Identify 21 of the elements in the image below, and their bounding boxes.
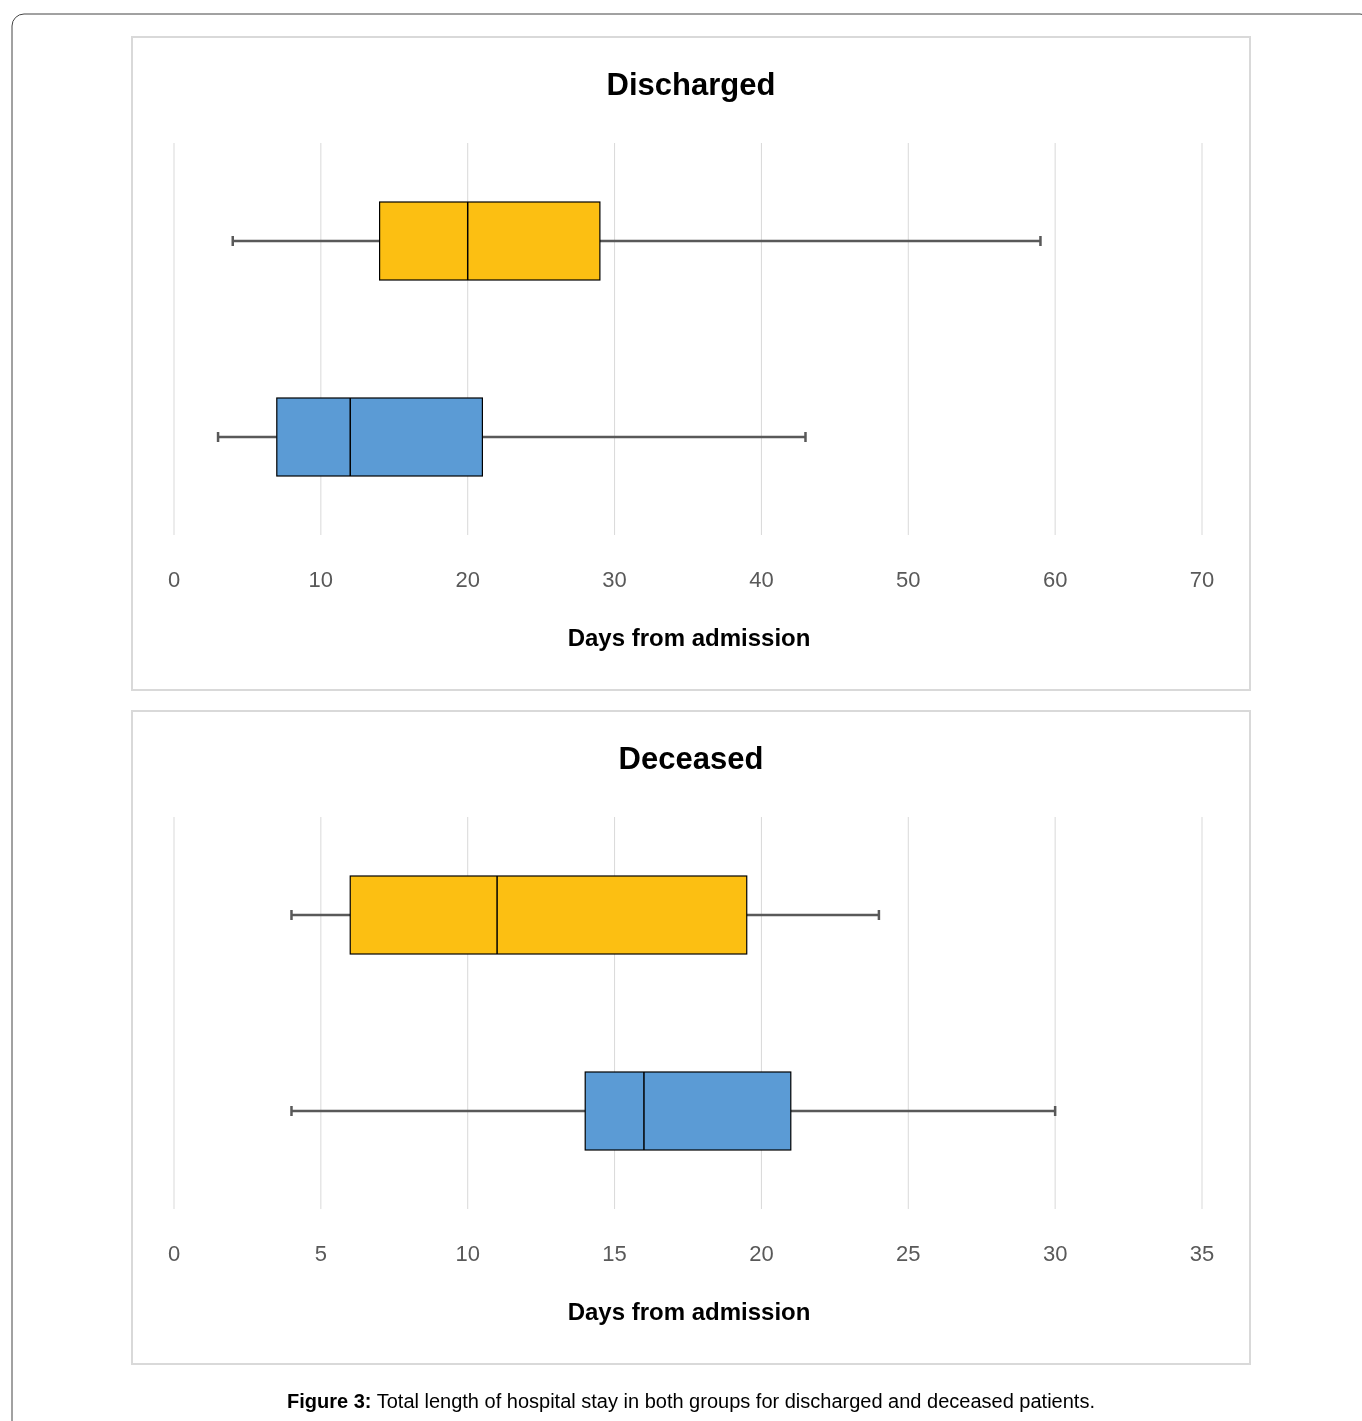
chart-title: Discharged (606, 67, 776, 102)
x-tick-label: 0 (167, 1241, 181, 1266)
chart-title: Deceased (618, 741, 764, 776)
x-tick-label: 30 (1042, 1241, 1068, 1266)
caption: Figure 3: Total length of hospital stay in both groups for discharged and deceased patients. (287, 1390, 1095, 1412)
x-tick-label: 30 (602, 567, 627, 592)
x-tick-label: 50 (896, 567, 921, 592)
x-tick-label: 20 (455, 567, 480, 592)
x-tick-label: 15 (602, 1241, 627, 1266)
x-tick-label: 10 (455, 1241, 480, 1266)
x-axis-title: Days from admission (567, 624, 811, 651)
x-tick-label: 0 (167, 567, 181, 592)
x-axis-title: Days from admission (567, 1298, 811, 1325)
x-tick-label: 70 (1189, 567, 1215, 592)
x-tick-label: 20 (749, 1241, 774, 1266)
x-tick-label: 25 (896, 1241, 921, 1266)
x-tick-label: 35 (1189, 1241, 1215, 1266)
x-tick-label: 60 (1042, 567, 1068, 592)
x-tick-label: 10 (308, 567, 334, 592)
x-tick-label: 40 (749, 567, 774, 592)
x-tick-label: 5 (314, 1241, 327, 1266)
